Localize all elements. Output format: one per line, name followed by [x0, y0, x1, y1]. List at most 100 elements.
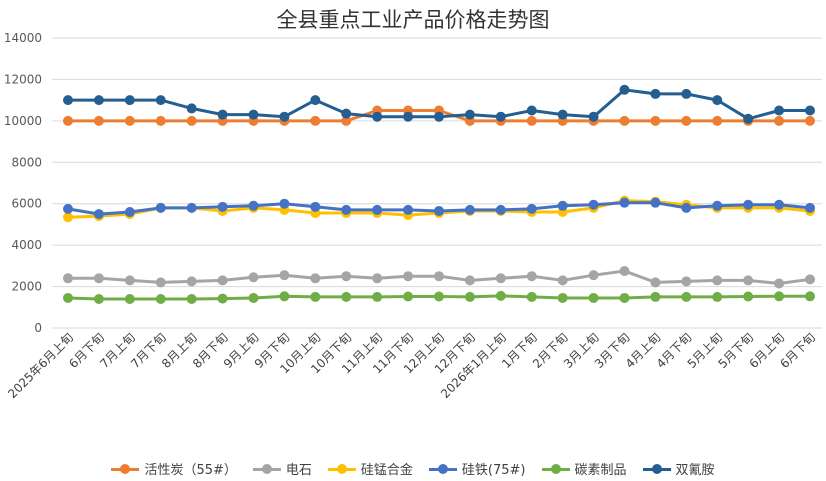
legend-label: 硅锰合金	[360, 463, 413, 478]
data-point	[248, 272, 259, 283]
data-point	[372, 273, 383, 284]
data-point	[124, 207, 135, 217]
legend-label: 双氰胺	[675, 463, 715, 478]
data-point	[743, 275, 754, 286]
data-point	[464, 204, 475, 215]
legend-label: 电石	[285, 463, 312, 478]
data-point	[434, 291, 444, 302]
data-point	[217, 275, 228, 286]
data-point	[712, 115, 723, 126]
data-point	[526, 291, 537, 302]
data-point	[279, 270, 290, 281]
data-point	[588, 199, 599, 210]
data-point	[774, 115, 785, 126]
data-point	[774, 278, 785, 289]
data-point	[743, 113, 754, 124]
data-point	[155, 202, 166, 213]
data-point	[63, 292, 73, 303]
data-point	[124, 95, 135, 106]
data-point	[341, 204, 352, 215]
legend-label: 硅铁(75#)	[461, 463, 526, 478]
data-point	[526, 271, 537, 282]
y-tick-label: 8000	[11, 155, 42, 169]
legend-item: 电石	[252, 459, 312, 478]
legend-item: 活性炭（55#）	[111, 459, 237, 478]
data-point	[310, 95, 321, 106]
data-point	[341, 271, 352, 282]
data-point	[93, 95, 104, 106]
data-point	[743, 199, 754, 210]
data-point	[805, 202, 815, 213]
data-point	[124, 115, 135, 126]
chart-title: 全县重点工业产品价格走势图	[276, 8, 550, 32]
data-point	[681, 88, 692, 99]
data-point	[526, 203, 537, 214]
data-point	[712, 200, 723, 211]
data-point	[681, 202, 692, 213]
data-point	[310, 273, 321, 284]
data-point	[310, 115, 321, 126]
data-point	[650, 291, 661, 302]
data-point	[403, 204, 414, 215]
data-point	[619, 292, 630, 303]
y-tick-label: 2000	[11, 280, 42, 294]
data-point	[464, 109, 475, 120]
data-point	[712, 291, 723, 302]
data-point	[619, 197, 630, 208]
data-point	[434, 271, 444, 282]
data-point	[619, 84, 630, 95]
y-tick-label: 12000	[4, 72, 42, 86]
data-point	[217, 293, 228, 304]
legend-item: 双氰胺	[642, 459, 715, 478]
data-point	[186, 276, 197, 287]
data-point	[372, 111, 383, 122]
data-point	[588, 292, 599, 303]
data-point	[650, 277, 661, 288]
y-tick-label: 10000	[4, 114, 42, 128]
data-point	[774, 105, 785, 116]
data-point	[774, 199, 785, 210]
data-point	[464, 291, 475, 302]
data-point	[93, 209, 104, 220]
y-tick-label: 4000	[11, 238, 42, 252]
data-point	[681, 276, 692, 287]
data-point	[248, 200, 259, 211]
legend-item: 碳素制品	[541, 459, 627, 478]
chart-legend: 活性炭（55#） 电石 硅锰合金 硅铁(75#) 碳素制品 双氰胺	[0, 459, 826, 478]
data-point	[372, 204, 383, 215]
data-point	[464, 275, 475, 286]
data-point	[155, 115, 166, 126]
y-tick-label: 14000	[4, 31, 42, 45]
data-point	[63, 115, 73, 126]
legend-swatch	[541, 463, 570, 474]
data-point	[186, 294, 197, 304]
data-point	[93, 115, 104, 126]
data-point	[495, 290, 506, 301]
data-point	[805, 274, 815, 285]
data-point	[93, 273, 104, 284]
data-point	[186, 115, 197, 126]
data-point	[588, 111, 599, 122]
data-point	[310, 201, 321, 212]
data-point	[63, 212, 73, 223]
data-point	[248, 109, 259, 120]
data-point	[372, 291, 383, 302]
legend-swatch	[252, 463, 281, 474]
data-point	[341, 291, 352, 302]
data-point	[619, 266, 630, 277]
data-point	[557, 292, 568, 303]
data-point	[279, 291, 290, 302]
data-point	[743, 291, 754, 302]
data-point	[526, 115, 537, 126]
legend-label: 活性炭（55#）	[144, 463, 237, 478]
data-point	[186, 103, 197, 114]
data-point	[434, 111, 444, 122]
legend-item: 硅锰合金	[327, 459, 413, 478]
data-point	[557, 275, 568, 286]
data-point	[712, 275, 723, 286]
legend-swatch	[428, 463, 457, 474]
data-point	[805, 291, 815, 302]
data-point	[217, 109, 228, 120]
